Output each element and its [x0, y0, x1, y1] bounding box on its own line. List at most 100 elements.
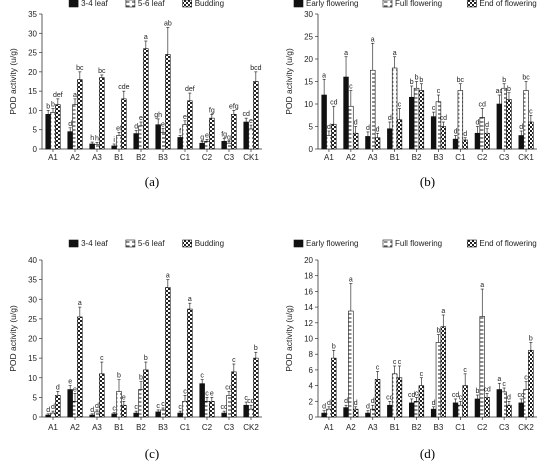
- significance-label: c: [183, 388, 187, 395]
- significance-label: efg: [229, 103, 239, 110]
- y-tick-label: 12: [304, 319, 313, 328]
- significance-label: c: [415, 390, 419, 397]
- significance-label: a: [144, 34, 148, 41]
- legend-swatch: [382, 0, 393, 8]
- x-tick-label: B2: [136, 153, 146, 162]
- significance-label: e: [249, 118, 253, 125]
- bar: [396, 119, 403, 150]
- bar: [331, 123, 337, 150]
- significance-label: bc: [98, 68, 106, 75]
- bar: [506, 99, 512, 150]
- panel-label: (d): [420, 446, 435, 461]
- legend-label: End of flowering: [479, 0, 536, 8]
- significance-label: d: [95, 403, 99, 410]
- significance-label: d: [46, 407, 50, 414]
- significance-label: f: [179, 129, 181, 136]
- significance-label: ef: [116, 125, 122, 132]
- significance-label: d: [475, 120, 479, 127]
- bar: [77, 316, 83, 418]
- significance-label: cd: [220, 404, 228, 411]
- x-tick-label: A1: [48, 423, 58, 432]
- significance-label: a: [78, 300, 82, 307]
- bar: [209, 117, 215, 150]
- significance-label: b: [144, 355, 148, 362]
- significance-label: a: [166, 273, 170, 280]
- significance-label: g: [227, 134, 231, 141]
- bar: [99, 373, 105, 418]
- significance-label: b: [507, 86, 511, 93]
- significance-label: d: [51, 404, 55, 411]
- y-tick-label: 10: [28, 106, 37, 115]
- bar: [221, 412, 227, 418]
- legend: Early flowering Full flowering End of flow…: [293, 0, 537, 8]
- bar: [209, 400, 215, 418]
- y-tick-label: 40: [28, 256, 37, 265]
- significance-label: d: [327, 124, 331, 131]
- y-axis-label: POD activity (u/g): [284, 305, 294, 372]
- significance-label: cd: [408, 392, 416, 399]
- significance-label: cd: [483, 386, 491, 393]
- x-tick-label: A2: [346, 423, 356, 432]
- x-tick-label: C1: [180, 423, 191, 432]
- bar: [321, 94, 327, 150]
- x-tick-label: A2: [346, 153, 356, 162]
- bar: [204, 400, 210, 418]
- x-tick-label: A3: [368, 423, 378, 432]
- significance-label: b: [254, 345, 258, 352]
- bar: [89, 414, 95, 418]
- significance-label: bc: [522, 75, 530, 82]
- legend-swatch: [467, 0, 477, 8]
- legend-swatch: [293, 239, 304, 248]
- bar: [187, 308, 193, 418]
- legend-label: Budding: [195, 0, 224, 8]
- bar: [365, 412, 371, 418]
- significance-label: gh: [154, 112, 162, 119]
- significance-label: c: [200, 373, 204, 380]
- bar: [396, 377, 403, 418]
- significance-label: b: [475, 388, 479, 395]
- significance-label: b: [419, 77, 423, 84]
- legend-swatch: [68, 0, 79, 8]
- y-tick-label: 30: [28, 29, 37, 38]
- bar: [331, 357, 337, 418]
- bar: [413, 400, 420, 418]
- x-tick-label: A2: [70, 153, 80, 162]
- significance-label: d: [68, 121, 72, 128]
- bar: [452, 138, 459, 150]
- bar: [138, 125, 144, 150]
- significance-label: e: [139, 115, 143, 122]
- y-tick-label: 5: [309, 123, 314, 132]
- significance-label: d: [366, 125, 370, 132]
- legend: 3-4 leaf 5-6 leaf Budding: [68, 239, 224, 248]
- significance-label: cd: [225, 384, 233, 391]
- significance-label: a: [349, 277, 353, 284]
- legend: 3-4 leaf 5-6 leaf Budding: [68, 0, 224, 8]
- legend-swatch: [125, 0, 136, 8]
- legend-swatch: [293, 0, 304, 8]
- x-tick-label: B1: [390, 153, 400, 162]
- significance-label: d: [519, 124, 523, 131]
- significance-label: a: [322, 72, 326, 79]
- significance-label: c: [376, 364, 380, 371]
- y-axis-label: POD activity (u/g): [8, 48, 18, 115]
- significance-label: d: [366, 404, 370, 411]
- significance-label: b: [117, 373, 121, 380]
- significance-label: c: [393, 359, 397, 366]
- bar: [462, 385, 468, 418]
- legend-label: Early flowering: [306, 0, 358, 8]
- significance-label: d: [432, 400, 436, 407]
- legend-label: End of flowering: [479, 239, 536, 248]
- significance-label: c: [349, 84, 353, 91]
- significance-label: g: [200, 134, 204, 141]
- y-tick-label: 20: [28, 68, 37, 77]
- significance-label: h: [90, 135, 94, 142]
- significance-label: e: [210, 390, 214, 397]
- y-tick-label: 4: [309, 382, 314, 391]
- significance-label: a: [441, 308, 445, 315]
- significance-label: i: [113, 137, 115, 144]
- x-tick-label: CK2: [243, 423, 259, 432]
- bar: [133, 412, 139, 418]
- bar: [143, 369, 149, 418]
